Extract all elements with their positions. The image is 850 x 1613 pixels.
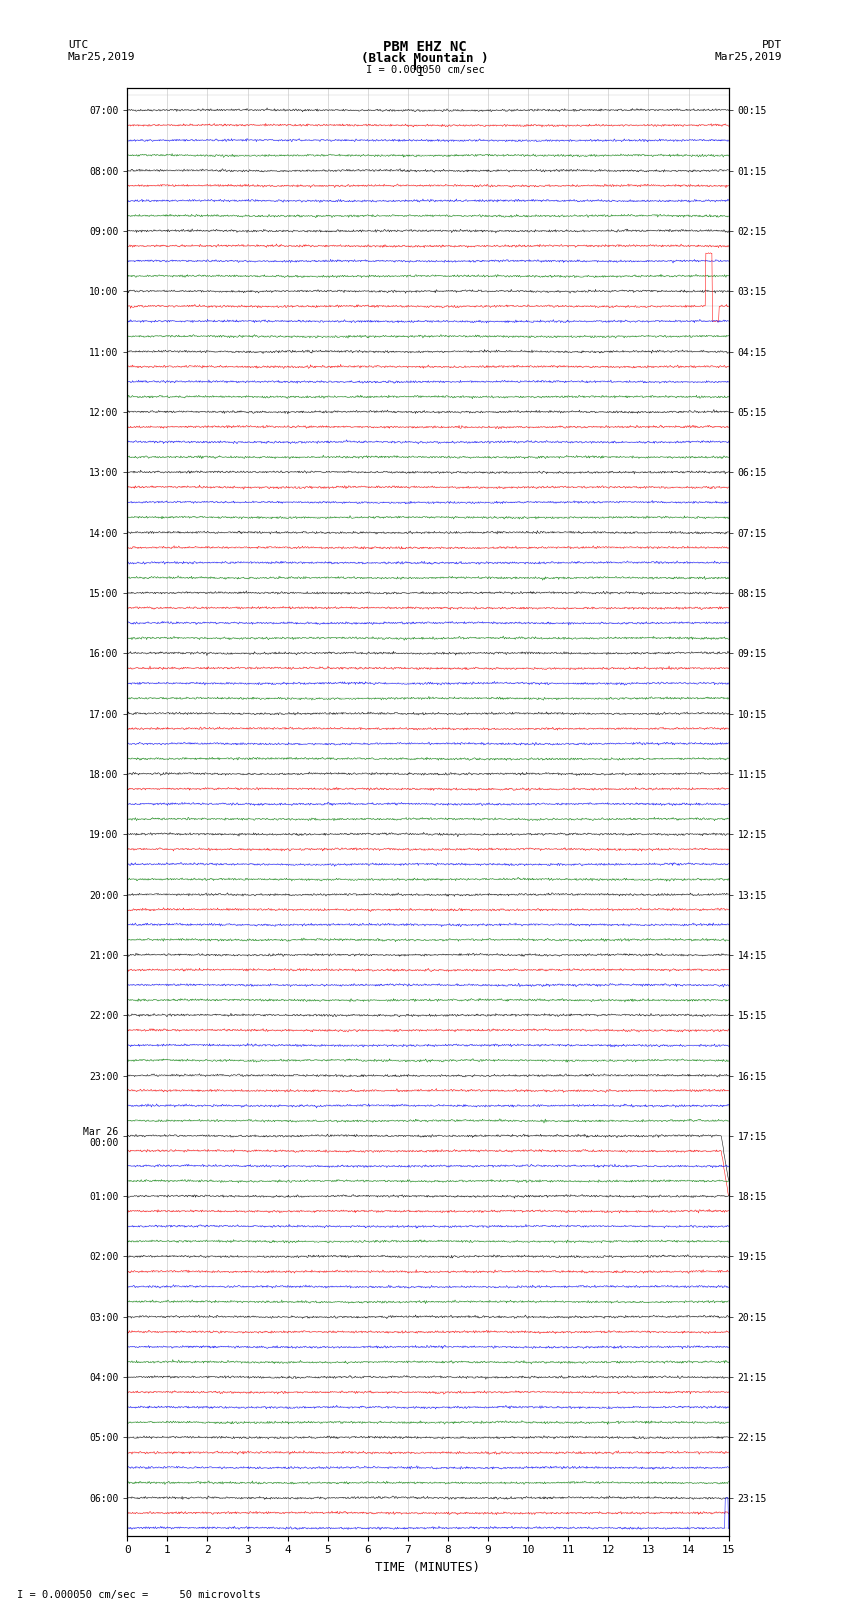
Text: (Black Mountain ): (Black Mountain ) [361,52,489,65]
Text: UTC
Mar25,2019: UTC Mar25,2019 [68,40,135,61]
Text: I = 0.000050 cm/sec =     50 microvolts: I = 0.000050 cm/sec = 50 microvolts [17,1590,261,1600]
Text: PBM EHZ NC: PBM EHZ NC [383,40,467,55]
X-axis label: TIME (MINUTES): TIME (MINUTES) [376,1561,480,1574]
Text: I: I [417,66,424,79]
Text: I = 0.000050 cm/sec: I = 0.000050 cm/sec [366,65,484,74]
Text: PDT
Mar25,2019: PDT Mar25,2019 [715,40,782,61]
